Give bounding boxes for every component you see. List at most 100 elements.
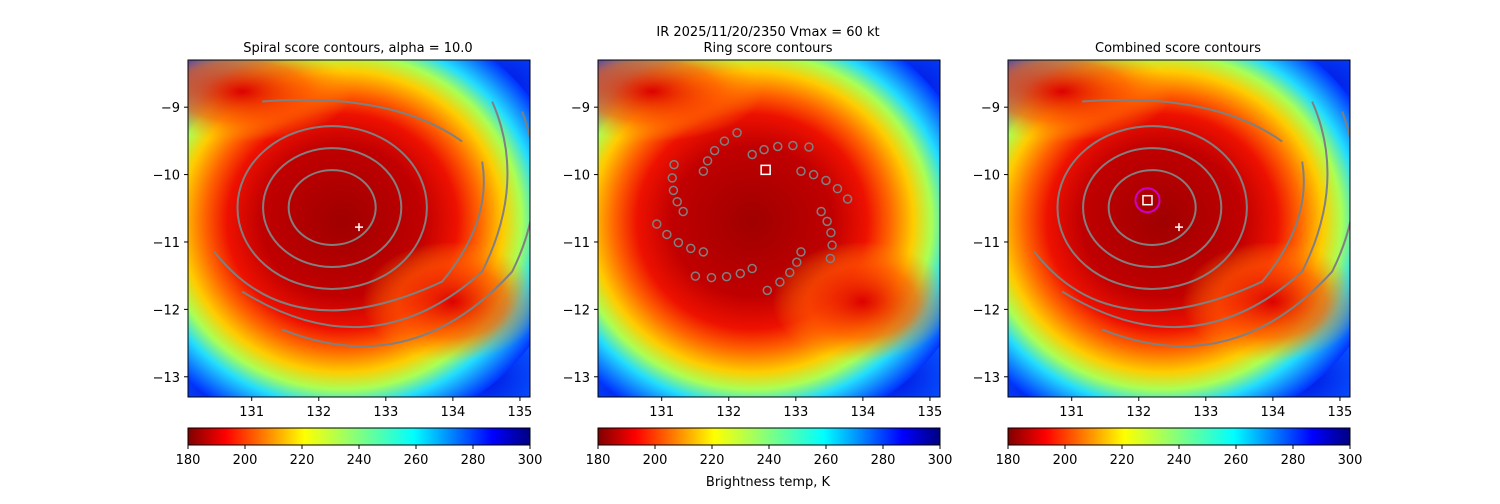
colorbar-tick-label: 300	[518, 453, 543, 468]
contour-line	[709, 145, 720, 156]
colorbar-tick-label: 300	[1338, 453, 1363, 468]
y-tick-label: −10	[153, 169, 180, 184]
square-marker	[760, 164, 771, 176]
colorbar-tick-label: 240	[1167, 453, 1192, 468]
contour-line	[1061, 101, 1329, 328]
axes-frame	[597, 59, 941, 398]
contour-line	[1033, 161, 1305, 312]
contour-line	[678, 206, 688, 217]
convective-band	[772, 241, 940, 362]
contour-line	[669, 159, 679, 170]
contour-line	[719, 136, 730, 146]
contour-line	[667, 173, 678, 183]
contour-line	[287, 169, 377, 246]
y-tick-label: −12	[563, 303, 590, 318]
y-tick-label: −9	[161, 101, 180, 116]
y-tick-label: −10	[563, 169, 590, 184]
x-tick-label: 131	[649, 405, 674, 420]
contour-line	[1056, 125, 1248, 290]
x-tick-label: 134	[440, 405, 465, 420]
y-tick-label: −13	[563, 371, 590, 386]
ir-imagery	[598, 60, 940, 397]
contour-line	[762, 285, 773, 296]
y-tick-label: −12	[973, 303, 1000, 318]
convective-band	[598, 60, 763, 142]
contour-line	[732, 127, 742, 138]
contour-line	[792, 257, 802, 268]
colorbar-tick-label: 280	[461, 453, 486, 468]
colorbar-tick-label: 260	[1224, 453, 1249, 468]
contour-line	[832, 183, 843, 194]
colorbar	[187, 427, 531, 446]
x-tick-label: 134	[850, 405, 875, 420]
colorbar-tick-label: 260	[814, 453, 839, 468]
contour-line	[698, 247, 709, 257]
contour-line	[662, 229, 672, 240]
convective-band	[1182, 241, 1350, 362]
colorbar-tick-label: 180	[176, 453, 201, 468]
colorbar-tick-label: 280	[871, 453, 896, 468]
contour-line	[1107, 169, 1197, 246]
y-tick-label: −9	[981, 101, 1000, 116]
panel-title: Combined score contours	[1095, 41, 1261, 56]
contour-line	[702, 156, 713, 166]
contour-line	[673, 237, 684, 248]
y-tick-label: −9	[571, 101, 590, 116]
x-tick-label: 134	[1260, 405, 1285, 420]
colorbar-tick-label: 240	[347, 453, 372, 468]
contour-line	[686, 243, 696, 254]
y-tick-label: −11	[973, 236, 1000, 251]
contour-line	[825, 253, 836, 264]
contour-line	[747, 149, 757, 160]
contour-line	[816, 206, 826, 217]
colorbar-tick-label: 220	[700, 453, 725, 468]
contour-line	[826, 227, 836, 238]
contour-line	[842, 194, 853, 204]
contour-line	[822, 216, 832, 227]
y-tick-label: −10	[973, 169, 1000, 184]
contour-line	[747, 263, 757, 274]
colorbar-tick-label: 260	[404, 453, 429, 468]
contour-line	[281, 111, 530, 348]
colorbar-tick-label: 300	[928, 453, 953, 468]
x-tick-label: 131	[1059, 405, 1084, 420]
colorbar-tick-label: 200	[643, 453, 668, 468]
panel-combined: Combined score contours 131 132 133 134 135 −…	[973, 41, 1363, 468]
contour-line	[690, 271, 701, 281]
plus-marker	[1175, 223, 1183, 232]
square-marker	[1142, 194, 1153, 206]
contour-line	[804, 142, 814, 152]
x-tick-label: 131	[239, 405, 264, 420]
contour-line	[827, 240, 837, 250]
y-tick-label: −11	[563, 236, 590, 251]
x-tick-label: 132	[306, 405, 331, 420]
contour-line	[788, 140, 798, 151]
contour-line	[672, 196, 682, 207]
x-tick-label: 135	[918, 405, 943, 420]
contour-line	[808, 169, 819, 180]
colorbar	[1007, 427, 1351, 446]
contour-line	[698, 166, 709, 176]
contour-line	[262, 98, 463, 143]
x-tick-label: 135	[508, 405, 533, 420]
colorbar-tick-label: 280	[1281, 453, 1306, 468]
y-tick-label: −12	[153, 303, 180, 318]
ir-imagery	[1008, 60, 1350, 397]
y-tick-label: −11	[153, 236, 180, 251]
contour-line	[735, 268, 746, 279]
ir-imagery	[188, 60, 530, 397]
contour-line	[796, 247, 806, 257]
contour-line	[775, 277, 785, 287]
contour-line	[1082, 98, 1283, 143]
contour-line	[759, 144, 769, 155]
contour-line	[706, 272, 717, 283]
contour-line	[821, 175, 831, 186]
colorbar-tick-label: 180	[996, 453, 1021, 468]
contour-line	[668, 185, 679, 196]
convective-band	[362, 241, 530, 362]
circle-marker	[1134, 187, 1161, 214]
contour-line	[1082, 147, 1223, 268]
contour-line	[721, 271, 732, 282]
